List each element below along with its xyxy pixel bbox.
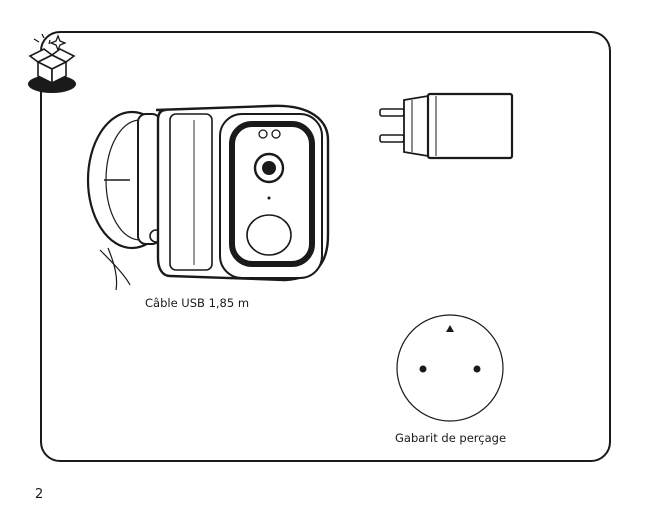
contents-frame: [40, 31, 611, 462]
unboxing-icon: [28, 33, 76, 93]
template-label: Gabarit de perçage: [395, 431, 507, 445]
page-number: 2: [35, 487, 44, 502]
camera-illustration: [86, 104, 330, 291]
drilling-template-illustration: [396, 314, 504, 422]
cable-label: Câble USB 1,85 m: [145, 296, 250, 310]
power-adapter-illustration: [379, 92, 514, 160]
